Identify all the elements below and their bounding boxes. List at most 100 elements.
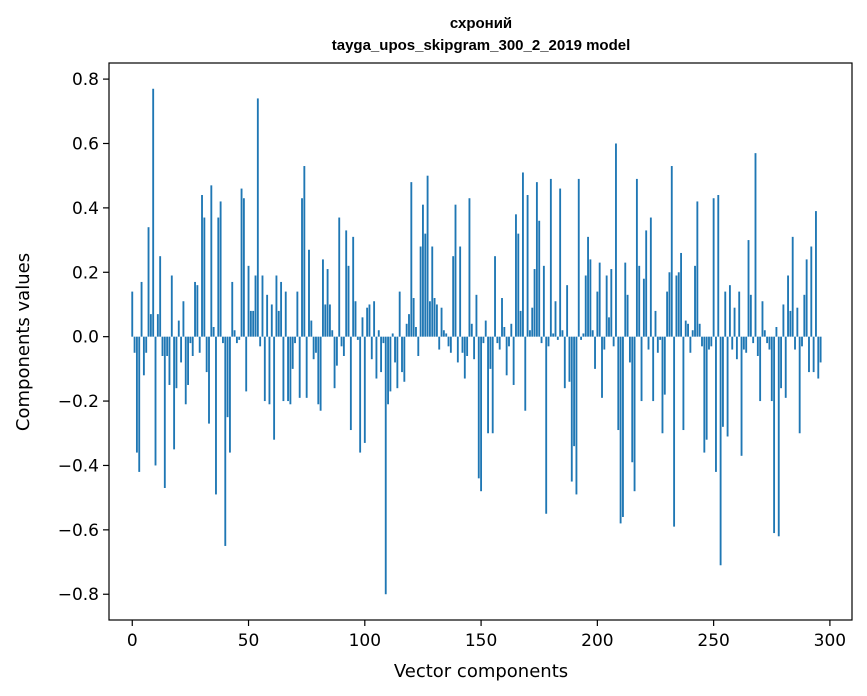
bar-component-3 [138,336,141,472]
bar-component-218 [638,265,641,337]
bar-component-269 [756,336,759,356]
bar-component-106 [377,330,380,337]
bar-component-208 [615,143,617,337]
bar-component-5 [142,336,145,376]
bar-component-21 [180,336,183,363]
bar-component-278 [777,336,780,537]
bar-component-79 [315,336,317,353]
bar-component-159 [501,298,503,337]
bar-component-137 [449,336,452,353]
bar-component-219 [640,336,643,402]
bar-component-270 [759,336,762,402]
bar-component-90 [340,336,343,347]
y-axis-label: Components values [13,253,34,431]
bar-component-54 [256,98,259,337]
bar-component-25 [189,336,192,344]
bar-component-4 [140,281,143,337]
bar-component-126 [424,233,427,337]
bar-component-281 [784,336,787,398]
bar-component-265 [747,240,750,337]
bar-component-174 [535,182,538,337]
bar-component-295 [817,336,820,379]
bar-component-229 [663,336,666,395]
bar-component-175 [538,220,541,337]
bar-component-160 [503,327,506,337]
x-tick-label: 300 [814,631,846,651]
bar-component-72 [298,336,301,398]
bar-component-142 [461,336,464,353]
bar-component-82 [322,259,324,337]
bar-component-202 [601,336,603,398]
bar-component-183 [556,336,559,340]
bar-component-161 [505,336,508,376]
bar-component-192 [577,178,580,337]
bar-component-210 [619,336,622,524]
bar-component-31 [203,217,206,337]
bar-component-26 [191,336,194,356]
y-tick-label: −0.4 [58,456,99,476]
bar-component-37 [217,217,220,337]
bar-component-50 [247,265,250,337]
bar-component-9 [152,88,155,337]
bar-component-267 [752,336,755,344]
bar-component-56 [261,275,264,337]
bar-component-285 [794,336,796,350]
bar-component-262 [740,336,743,456]
bar-component-147 [473,336,476,360]
bar-component-120 [410,182,413,337]
bar-component-257 [728,285,731,337]
bar-component-123 [417,336,420,356]
bar-component-179 [547,336,550,347]
bar-component-286 [796,307,799,337]
bar-component-244 [698,323,701,337]
bar-component-288 [801,336,803,347]
bar-component-245 [701,336,703,347]
bar-component-293 [812,336,815,373]
bar-component-263 [742,336,745,350]
bar-component-225 [654,310,657,337]
bar-component-291 [808,336,810,373]
bar-component-112 [391,333,394,337]
plot-frame [108,62,853,621]
y-tick-label: 0.6 [72,134,99,154]
bar-component-38 [219,201,222,337]
bar-component-12 [159,256,162,337]
bar-component-187 [566,285,569,337]
bar-component-196 [587,236,589,337]
bar-component-260 [735,336,738,360]
x-tick-label: 250 [697,631,729,651]
bar-component-15 [166,336,169,356]
bar-component-198 [591,330,594,337]
bar-component-27 [194,281,196,337]
bar-component-289 [803,294,806,337]
x-axis-ticks: 0 50 100 150 200 250 300 [127,620,846,651]
bar-component-33 [208,336,210,424]
bar-component-149 [477,336,480,479]
bar-component-105 [375,336,378,379]
bar-component-247 [705,336,708,440]
x-tick-label: 150 [465,631,497,651]
bar-component-221 [645,230,648,337]
bar-component-111 [389,336,392,392]
y-tick-label: 0.4 [72,199,99,219]
y-tick-label: −0.6 [58,521,99,541]
bar-component-118 [405,323,408,337]
bar-component-121 [412,298,415,337]
bar-component-122 [415,327,417,337]
bar-component-152 [484,320,487,337]
bar-component-45 [235,336,238,344]
bar-component-17 [170,275,173,337]
bar-component-268 [754,153,757,337]
bar-component-170 [526,195,529,337]
bar-component-77 [310,320,313,337]
x-tick-label: 100 [349,631,381,651]
bar-component-23 [184,336,187,405]
bar-component-238 [684,320,687,337]
bar-component-10 [154,336,157,466]
bar-component-14 [163,336,166,488]
chart-title-line1: схроний [450,15,512,32]
bar-component-248 [708,336,710,350]
bar-component-46 [238,336,241,340]
bar-component-189 [570,336,573,482]
